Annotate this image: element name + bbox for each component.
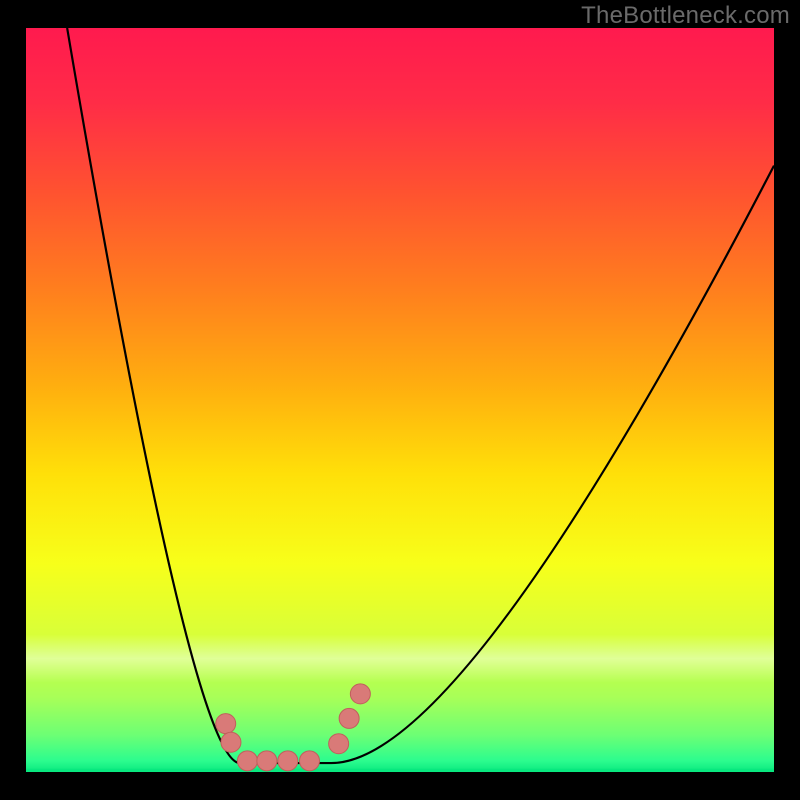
marker-bead [216,714,236,734]
marker-bead [350,684,370,704]
marker-bead [278,751,298,771]
marker-bead [299,751,319,771]
pale-band [26,634,774,682]
marker-bead [221,732,241,752]
marker-bead [257,751,277,771]
watermark-label: TheBottleneck.com [581,2,790,30]
chart-svg [26,28,774,772]
marker-bead [339,708,359,728]
chart-frame [26,28,774,772]
marker-bead [237,751,257,771]
marker-bead [329,734,349,754]
